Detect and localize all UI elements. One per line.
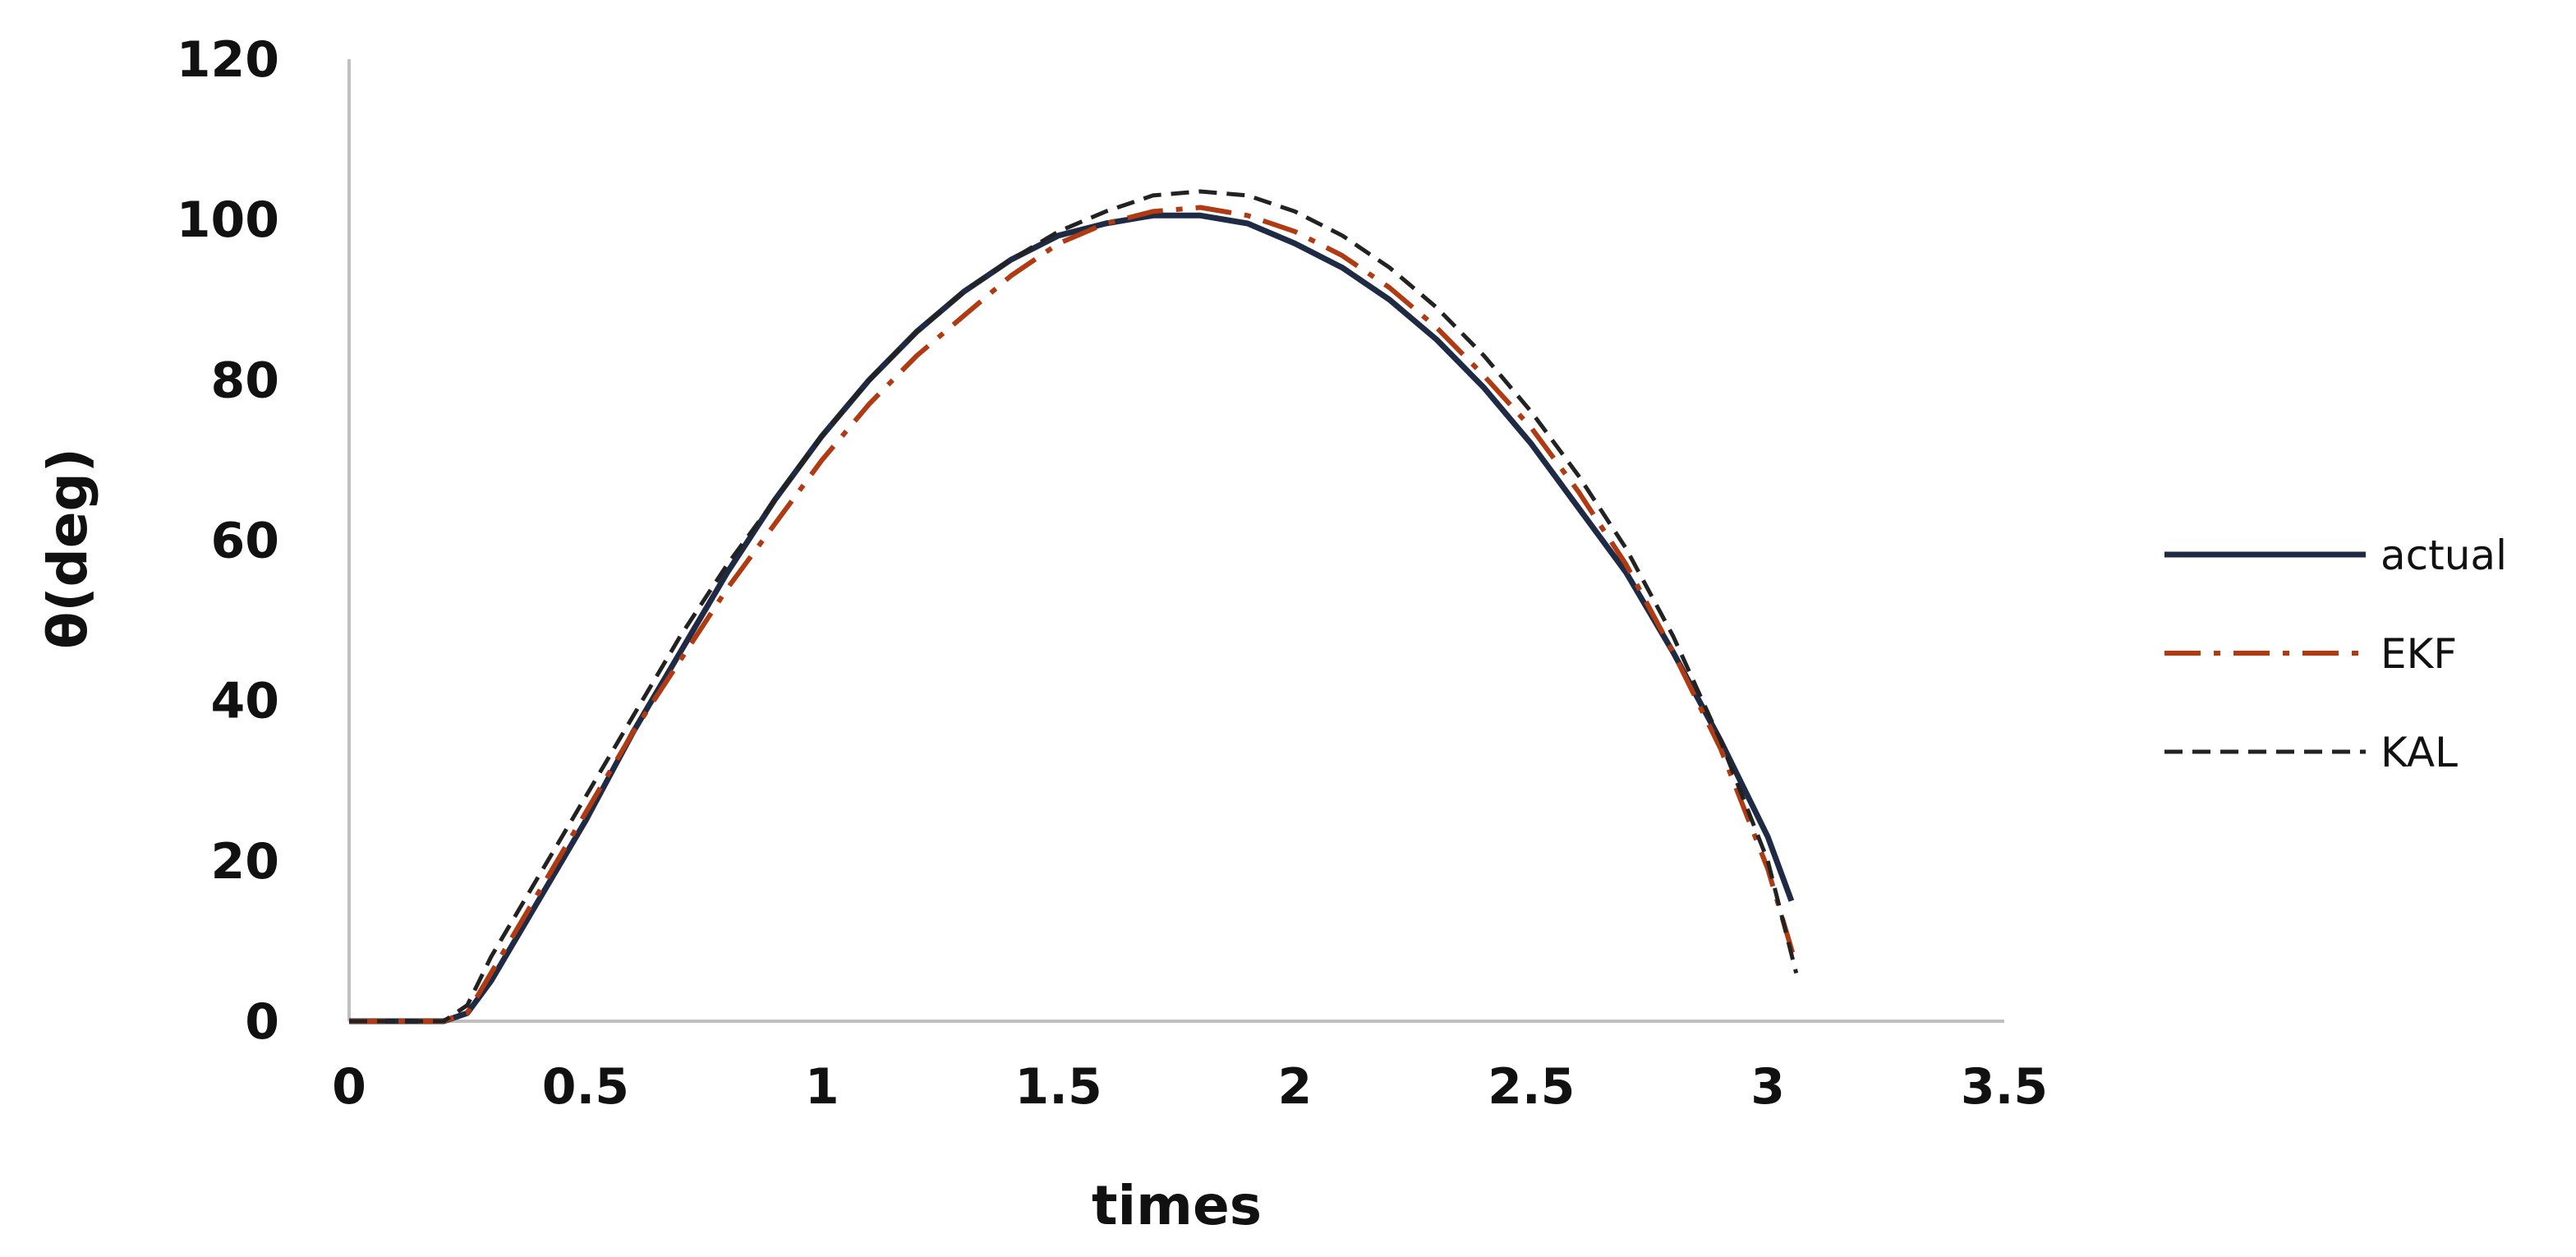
legend-label-kal: KAL <box>2380 729 2458 776</box>
series-line-ekf <box>349 205 1799 1024</box>
x-tick-label: 0.5 <box>542 1058 629 1116</box>
y-tick-label: 80 <box>211 352 280 409</box>
series-layer <box>349 189 1799 1024</box>
y-axis-title: θ(deg) <box>36 448 99 649</box>
x-tick-label: 3.5 <box>1961 1058 2048 1116</box>
x-tick-label: 2 <box>1278 1058 1313 1116</box>
series-line-actual <box>349 212 1795 1024</box>
legend-label-actual: actual <box>2380 532 2507 579</box>
series-line-kal <box>349 189 1799 1024</box>
x-tick-label: 0 <box>332 1058 366 1116</box>
y-tick-label: 40 <box>211 673 280 730</box>
x-axis-title: times <box>1092 1174 1262 1237</box>
x-tick-label: 1.5 <box>1014 1058 1102 1116</box>
y-tick-label: 60 <box>211 513 280 570</box>
axes-layer: 0 0.5 1 1.5 2 2.5 3 3.5 0 20 40 60 80 100 120 <box>177 31 2048 1116</box>
y-tick-label: 0 <box>245 993 279 1051</box>
y-tick-label: 100 <box>177 191 279 249</box>
x-tick-label: 2.5 <box>1488 1058 1575 1116</box>
x-tick-label: 1 <box>805 1058 840 1116</box>
y-tick-label: 120 <box>177 31 279 89</box>
legend: actual EKF KAL <box>2164 532 2507 776</box>
legend-label-ekf: EKF <box>2380 630 2457 678</box>
x-tick-label: 3 <box>1750 1058 1785 1116</box>
y-tick-label: 20 <box>211 833 280 891</box>
